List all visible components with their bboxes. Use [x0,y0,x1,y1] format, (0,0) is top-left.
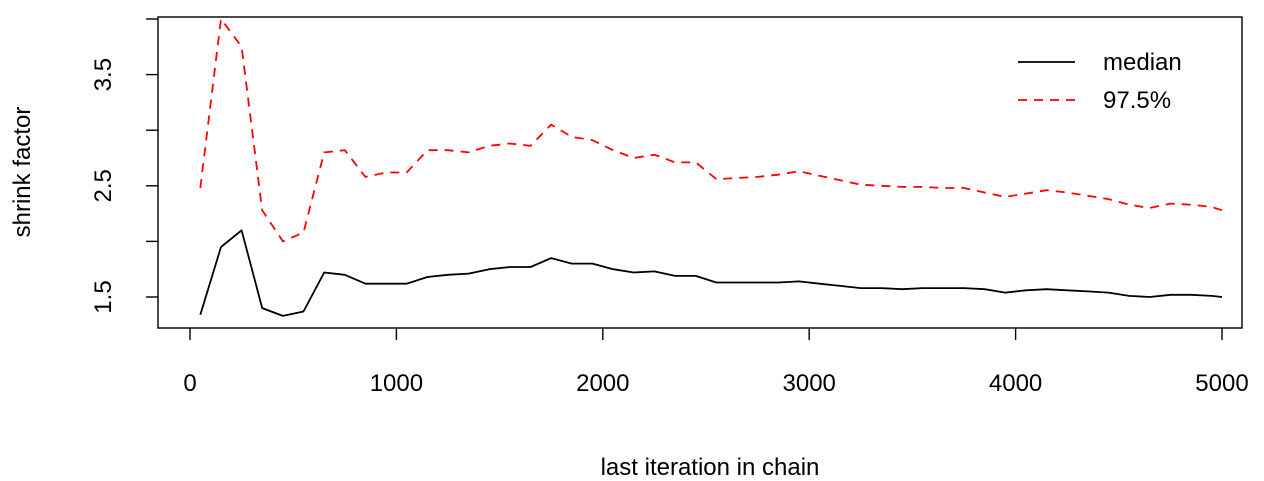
x-tick-label: 4000 [989,370,1042,397]
x-tick-label: 3000 [783,370,836,397]
x-tick-label: 0 [183,370,196,397]
x-tick-label: 2000 [576,370,629,397]
legend-label: 97.5% [1103,87,1171,114]
legend-label: median [1103,49,1182,76]
x-tick-label: 1000 [370,370,423,397]
x-axis-title: last iteration in chain [601,454,820,481]
series-line-median [199,229,1223,317]
y-tick-label: 3.5 [90,58,117,91]
plot-box [157,16,1243,329]
y-tick-label: 2.5 [90,169,117,202]
series-layer [199,18,1223,317]
x-axis: 0 1000 2000 3000 4000 5000 [183,328,1249,397]
series-line-upper-97-5 [199,18,1223,243]
y-tick-label: 1.5 [90,280,117,313]
legend: median 97.5% [1018,49,1182,114]
y-axis-title: shrink factor [9,107,36,238]
x-tick-label: 5000 [1195,370,1248,397]
y-axis: 1.5 2.5 3.5 [90,18,158,314]
